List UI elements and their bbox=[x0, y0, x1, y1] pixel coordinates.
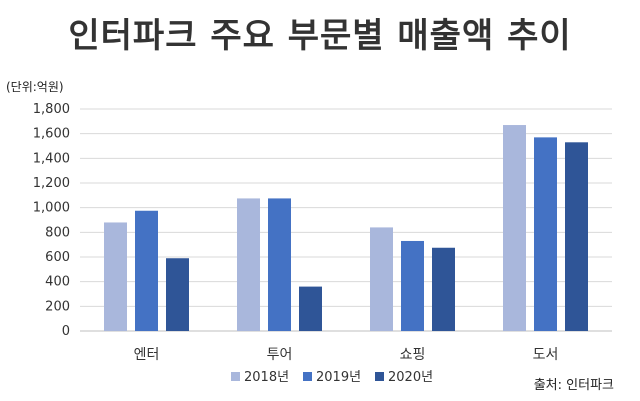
legend-label: 2018년 bbox=[244, 370, 289, 385]
legend-swatch bbox=[231, 372, 240, 381]
category-label: 엔터 bbox=[134, 347, 160, 363]
category-label: 투어 bbox=[267, 347, 293, 363]
legend-swatch bbox=[303, 372, 312, 381]
bar bbox=[268, 198, 291, 331]
y-tick-label: 1,000 bbox=[33, 201, 70, 216]
bar bbox=[401, 240, 424, 331]
y-tick-label: 400 bbox=[45, 275, 70, 290]
category-label: 쇼핑 bbox=[400, 347, 426, 363]
chart-title: 인터파크 주요 부문별 매출액 추이 bbox=[68, 16, 572, 56]
y-tick-label: 1,600 bbox=[33, 127, 70, 142]
y-tick-label: 200 bbox=[45, 299, 70, 314]
bar bbox=[135, 210, 158, 331]
bar bbox=[503, 125, 526, 332]
y-tick-label: 0 bbox=[62, 324, 70, 339]
legend-label: 2019년 bbox=[316, 370, 361, 385]
bar bbox=[370, 227, 393, 331]
y-tick-label: 1,400 bbox=[33, 151, 70, 166]
unit-label: (단위:억원) bbox=[6, 80, 64, 94]
legend-label: 2020년 bbox=[388, 370, 433, 385]
bar bbox=[565, 142, 588, 331]
y-tick-label: 600 bbox=[45, 250, 70, 265]
category-label: 도서 bbox=[533, 347, 559, 363]
y-tick-label: 1,800 bbox=[33, 102, 70, 117]
y-tick-label: 800 bbox=[45, 225, 70, 240]
bar bbox=[432, 247, 455, 331]
bar bbox=[104, 222, 127, 331]
bar bbox=[534, 137, 557, 331]
source-label: 출처: 인터파크 bbox=[533, 378, 614, 393]
bar bbox=[166, 258, 189, 331]
bar bbox=[237, 198, 260, 331]
legend-swatch bbox=[375, 372, 384, 381]
y-tick-label: 1,200 bbox=[33, 176, 70, 191]
bar bbox=[299, 286, 322, 331]
